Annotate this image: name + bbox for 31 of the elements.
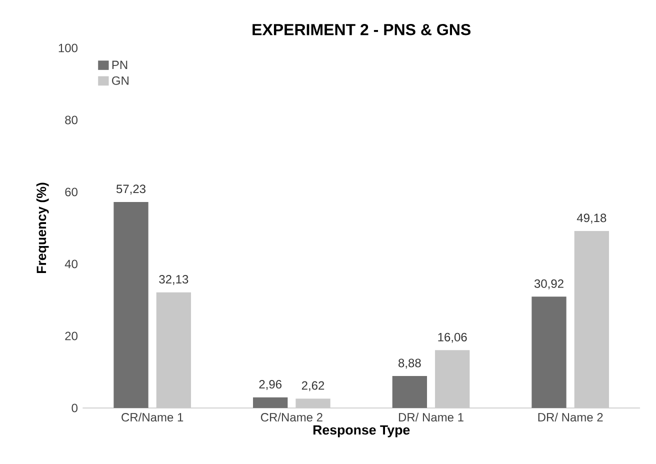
bar (392, 376, 428, 408)
data-label: 2,62 (302, 381, 324, 392)
y-tick-label: 40 (64, 260, 78, 268)
data-label: 30,92 (534, 279, 564, 290)
data-label: 32,13 (159, 275, 188, 285)
y-tick-label: 0 (72, 404, 78, 412)
bar (296, 398, 330, 408)
y-tick-label: 20 (65, 332, 78, 340)
legend-label: PN (112, 60, 128, 70)
y-tick-label: 80 (65, 116, 78, 124)
chart-title: EXPERIMENT 2 - PNS & GNS (252, 24, 470, 36)
y-tick-label: 100 (58, 44, 78, 52)
data-label: 2,96 (259, 380, 282, 390)
data-label: 16,06 (438, 332, 467, 343)
bar (253, 397, 288, 408)
x-tick-label: CR/Name 2 (260, 412, 322, 422)
y-tick-label: 60 (65, 188, 78, 196)
bar (114, 202, 148, 408)
bar (435, 350, 470, 408)
bar (532, 296, 566, 408)
bar (574, 230, 610, 408)
x-tick-label: CR/Name 1 (122, 412, 184, 422)
legend-label: GN (112, 76, 128, 85)
x-axis-title: Response Type (313, 425, 410, 438)
x-tick-label: DR/ Name 2 (538, 412, 603, 422)
data-label: 57,23 (116, 184, 146, 195)
data-label: 49,18 (576, 214, 606, 224)
bar (156, 292, 191, 408)
x-tick-label: DR/ Name 1 (398, 412, 464, 422)
data-label: 8,88 (398, 358, 421, 369)
y-axis-title: Frequency (%) (36, 182, 49, 274)
